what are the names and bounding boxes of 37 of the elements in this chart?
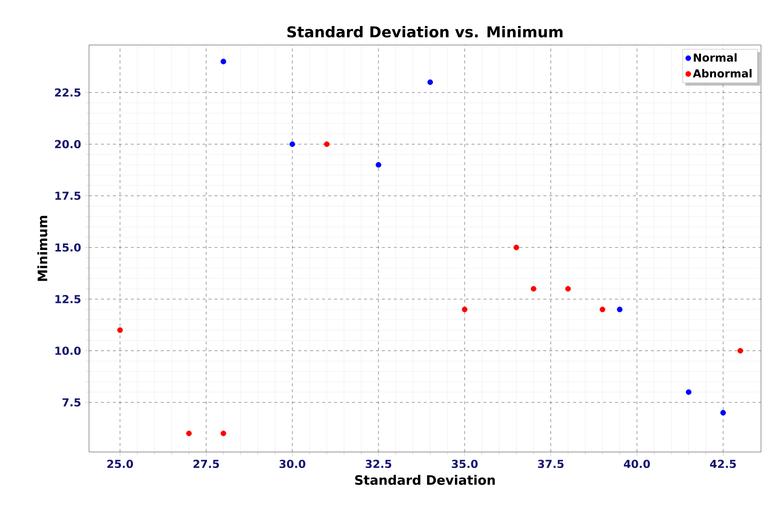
- point: [220, 58, 226, 64]
- y-tick-label: 10.0: [55, 346, 81, 355]
- y-tick-label: 7.5: [62, 398, 80, 406]
- legend-label: Abnormal: [692, 69, 752, 78]
- point: [738, 348, 744, 354]
- point: [376, 162, 382, 168]
- point: [530, 286, 536, 292]
- point: [600, 306, 606, 312]
- y-axis-title: Minimum: [37, 216, 48, 281]
- point: [565, 286, 571, 292]
- y-tick-label: 20.0: [55, 140, 81, 148]
- x-tick-label: 25.0: [107, 460, 134, 468]
- y-tick-label: 17.5: [55, 192, 80, 200]
- point: [686, 389, 692, 395]
- x-tick-label: 40.0: [624, 460, 650, 468]
- x-axis-title: Standard Deviation: [355, 474, 495, 485]
- point: [290, 141, 296, 147]
- point: [514, 244, 520, 250]
- x-tick-label: 35.0: [452, 460, 478, 468]
- x-tick-label: 32.5: [366, 460, 392, 468]
- point: [117, 327, 123, 333]
- x-tick-label: 42.5: [710, 460, 736, 468]
- y-tick-label: 22.5: [55, 88, 80, 97]
- chart-title: Standard Deviation vs. Minimum: [287, 26, 563, 38]
- point: [427, 79, 433, 85]
- point: [220, 430, 226, 436]
- x-tick-label: 37.5: [538, 460, 564, 468]
- y-tick-label: 15.0: [55, 243, 81, 252]
- point: [616, 306, 623, 312]
- point: [462, 306, 468, 312]
- point: [720, 410, 726, 416]
- x-tick-label: 30.0: [280, 460, 306, 468]
- legend-label: Normal: [694, 53, 737, 62]
- point: [324, 141, 330, 147]
- y-tick-label: 12.5: [55, 294, 80, 304]
- x-tick-label: 27.5: [194, 460, 219, 468]
- point: [186, 430, 192, 436]
